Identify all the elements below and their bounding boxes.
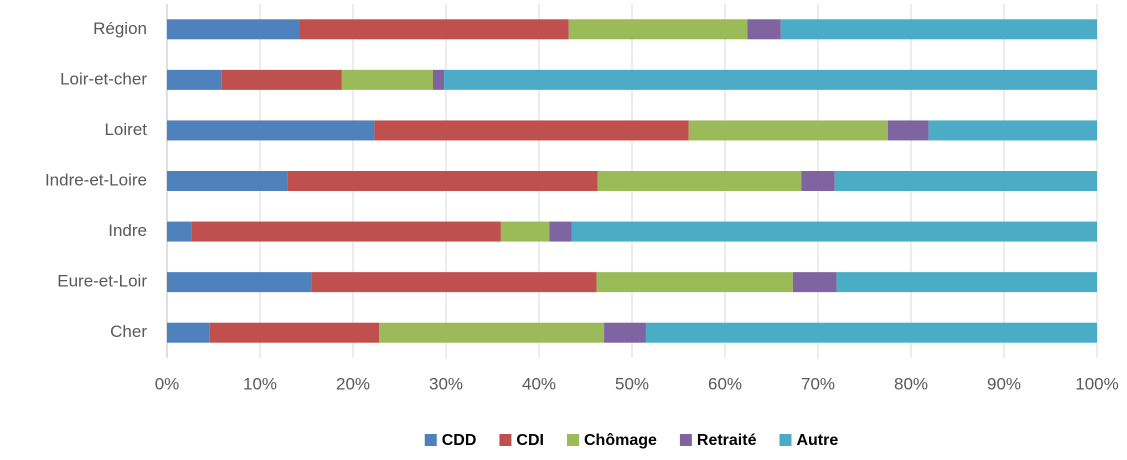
legend-swatch [566,434,579,446]
bar-segment [167,19,300,40]
bar-segment [167,221,192,242]
x-tick-label: 60% [708,374,742,393]
y-tick-label: Indre [108,221,147,240]
x-tick-label: 40% [522,374,556,393]
bar-segment [299,19,569,40]
bar-segment [568,19,748,40]
bar-segment [549,221,572,242]
bar-segment [191,221,501,242]
bar-segment [645,322,1097,343]
y-tick-label: Loiret [104,120,147,139]
y-tick-label: Indre-et-Loire [45,170,147,189]
bar-segment [444,69,1097,90]
bar-segment [801,171,835,191]
bar-segment [604,322,646,343]
x-tick-label: 80% [894,374,928,393]
bar-segment [167,272,312,293]
bar-segment [747,19,781,40]
bar-segment [167,120,375,141]
bar-segment [887,120,929,141]
bar-segment [167,171,288,191]
x-tick-label: 10% [243,374,277,393]
legend-swatch [424,434,437,446]
legend-label: Chômage [584,432,657,449]
bar-segment [374,120,689,141]
legend-swatch [499,434,512,446]
bar-segment [834,171,1097,191]
x-tick-label: 30% [429,374,463,393]
x-tick-label: 20% [336,374,370,393]
legend-swatch [779,434,792,446]
x-tick-label: 90% [987,374,1021,393]
y-tick-label: Cher [110,322,147,341]
bar-segment [596,272,793,293]
bar-segment [688,120,888,141]
bar-segment [167,322,210,343]
bar-segment [167,69,222,90]
x-tick-label: 100% [1075,374,1118,393]
legend-label: Retraité [697,432,757,449]
bar-segment [780,19,1097,40]
bar-segment [379,322,605,343]
y-tick-label: Eure-et-Loir [57,272,147,291]
legend-label: CDD [442,432,477,449]
bar-segment [571,221,1097,242]
bar-segment [341,69,433,90]
bar-segment [287,171,598,191]
legend-label: Autre [796,432,838,449]
bar-segment [500,221,550,242]
y-tick-label: Région [93,19,147,38]
legend-label: CDI [516,432,544,449]
bar-segment [209,322,380,343]
bar-segment [221,69,342,90]
bar-segment [432,69,445,90]
y-tick-label: Loir-et-cher [60,69,147,88]
x-tick-label: 70% [801,374,835,393]
bar-segment [792,272,837,293]
bar-segment [836,272,1097,293]
bar-segment [928,120,1097,141]
bar-segment [311,272,597,293]
x-tick-label: 50% [615,374,649,393]
bar-segment [597,171,802,191]
legend-swatch [679,434,692,446]
x-tick-label: 0% [155,374,180,393]
